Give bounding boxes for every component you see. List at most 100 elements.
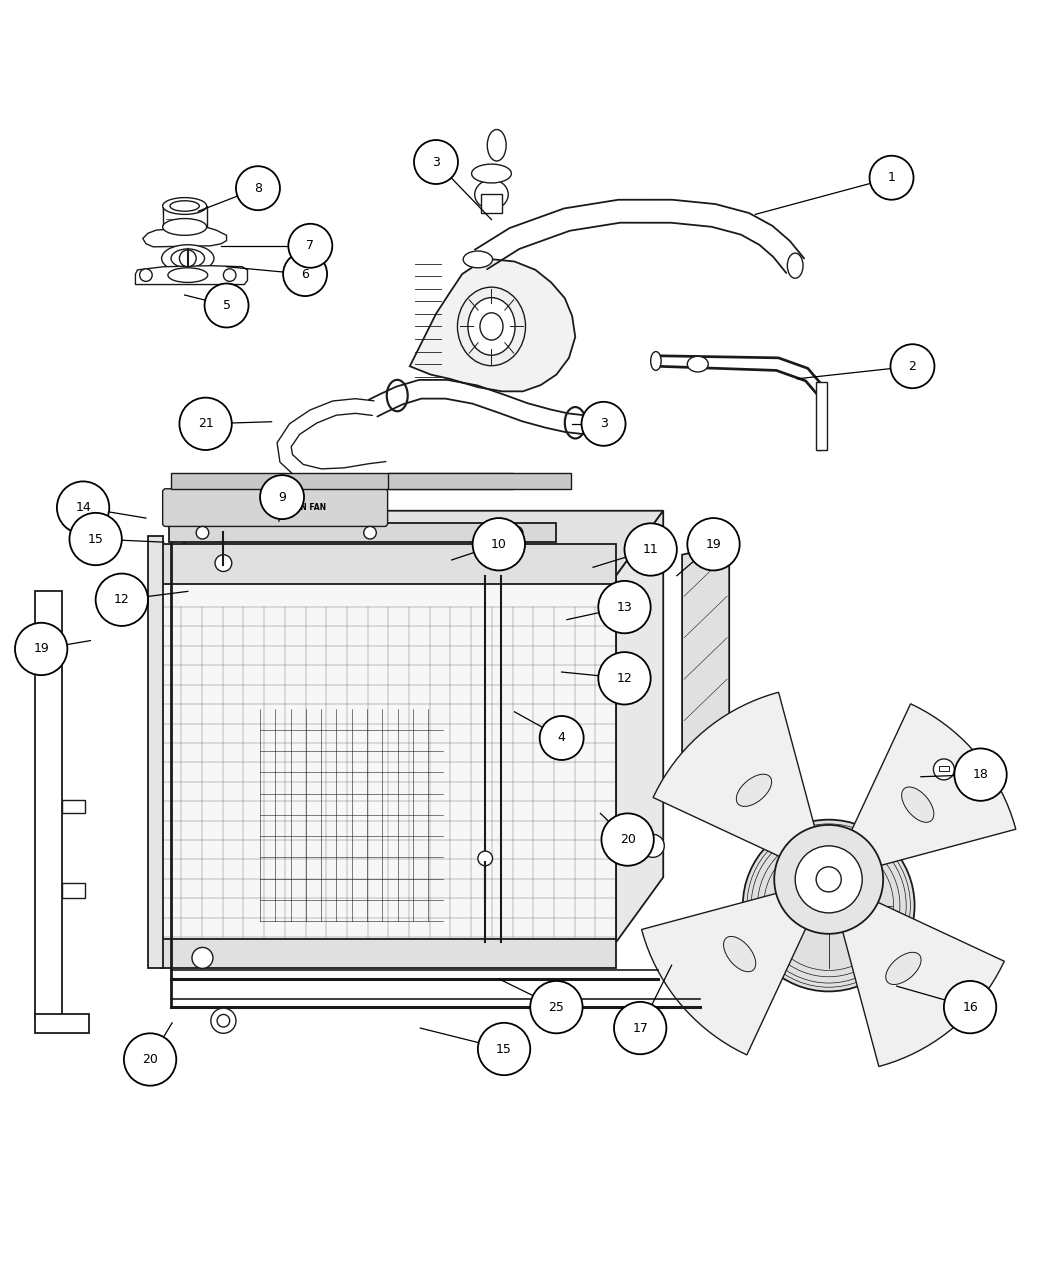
Text: 20: 20 [142, 1054, 159, 1066]
Text: 7: 7 [307, 239, 314, 253]
Polygon shape [143, 227, 227, 246]
Text: 18: 18 [972, 769, 988, 782]
Polygon shape [653, 692, 815, 857]
Ellipse shape [162, 245, 214, 272]
FancyBboxPatch shape [163, 489, 387, 526]
Circle shape [478, 1023, 530, 1075]
Text: 14: 14 [76, 501, 91, 515]
Text: 3: 3 [432, 156, 440, 169]
Circle shape [530, 981, 583, 1033]
Text: 21: 21 [197, 418, 213, 430]
Circle shape [217, 1014, 230, 1027]
Text: 16: 16 [962, 1001, 978, 1014]
Ellipse shape [487, 129, 506, 161]
Ellipse shape [170, 200, 200, 211]
Circle shape [260, 475, 304, 520]
Circle shape [869, 156, 914, 199]
Circle shape [224, 269, 236, 281]
Text: 9: 9 [278, 490, 286, 503]
Text: 13: 13 [616, 600, 632, 613]
Circle shape [933, 759, 954, 780]
Polygon shape [135, 266, 248, 285]
Circle shape [774, 825, 883, 933]
Circle shape [944, 981, 996, 1033]
Circle shape [602, 813, 654, 866]
Bar [166, 213, 176, 234]
Ellipse shape [723, 936, 756, 972]
Text: 19: 19 [34, 642, 49, 655]
Polygon shape [62, 801, 85, 813]
Circle shape [414, 140, 458, 184]
Polygon shape [842, 902, 1004, 1066]
Circle shape [211, 1008, 236, 1033]
Polygon shape [475, 199, 804, 273]
Ellipse shape [475, 180, 508, 209]
Text: 12: 12 [616, 672, 632, 684]
Ellipse shape [471, 165, 511, 183]
Polygon shape [161, 576, 616, 942]
Text: 2: 2 [908, 360, 917, 373]
Text: 17: 17 [632, 1022, 648, 1034]
Bar [163, 203, 180, 213]
Circle shape [15, 623, 67, 676]
Polygon shape [62, 882, 85, 898]
Text: CAUTION FAN: CAUTION FAN [268, 503, 326, 512]
Ellipse shape [788, 253, 803, 278]
Polygon shape [616, 511, 664, 942]
Ellipse shape [458, 287, 525, 365]
Circle shape [614, 1002, 667, 1055]
Ellipse shape [163, 198, 207, 215]
Ellipse shape [468, 298, 516, 355]
Text: 15: 15 [496, 1042, 512, 1056]
Ellipse shape [163, 218, 207, 235]
Bar [35, 1014, 89, 1033]
Circle shape [890, 345, 934, 388]
Bar [169, 524, 556, 543]
Circle shape [742, 820, 915, 991]
Text: 5: 5 [223, 299, 231, 312]
Bar [163, 206, 207, 227]
Text: 8: 8 [254, 181, 261, 194]
Ellipse shape [171, 249, 205, 268]
Circle shape [472, 518, 525, 571]
Circle shape [236, 166, 280, 211]
Bar [171, 472, 512, 489]
Circle shape [363, 526, 376, 539]
Circle shape [289, 223, 332, 268]
Circle shape [205, 283, 249, 327]
Circle shape [598, 581, 651, 633]
Text: 19: 19 [706, 538, 721, 550]
Polygon shape [277, 398, 387, 484]
Text: 4: 4 [558, 732, 566, 744]
Polygon shape [208, 511, 664, 877]
Ellipse shape [639, 524, 666, 550]
Circle shape [196, 526, 209, 539]
Circle shape [124, 1033, 176, 1085]
Circle shape [96, 573, 148, 626]
Circle shape [688, 518, 739, 571]
Circle shape [192, 948, 213, 968]
Bar [388, 472, 570, 489]
Circle shape [69, 513, 122, 566]
Text: 12: 12 [114, 594, 130, 607]
Circle shape [284, 252, 328, 296]
Polygon shape [410, 259, 575, 391]
Ellipse shape [168, 268, 208, 282]
Circle shape [582, 402, 626, 446]
Circle shape [140, 269, 152, 281]
Circle shape [180, 397, 232, 450]
Ellipse shape [463, 252, 492, 268]
Bar [816, 382, 826, 450]
Circle shape [510, 526, 523, 539]
Bar [939, 766, 949, 771]
Text: 1: 1 [887, 171, 896, 184]
Polygon shape [161, 511, 664, 576]
Bar [161, 939, 616, 968]
Polygon shape [850, 704, 1015, 866]
Ellipse shape [902, 787, 933, 822]
Text: 3: 3 [600, 418, 608, 430]
Polygon shape [642, 893, 806, 1055]
Text: 20: 20 [620, 833, 635, 847]
Circle shape [954, 748, 1007, 801]
Text: 25: 25 [548, 1001, 564, 1014]
